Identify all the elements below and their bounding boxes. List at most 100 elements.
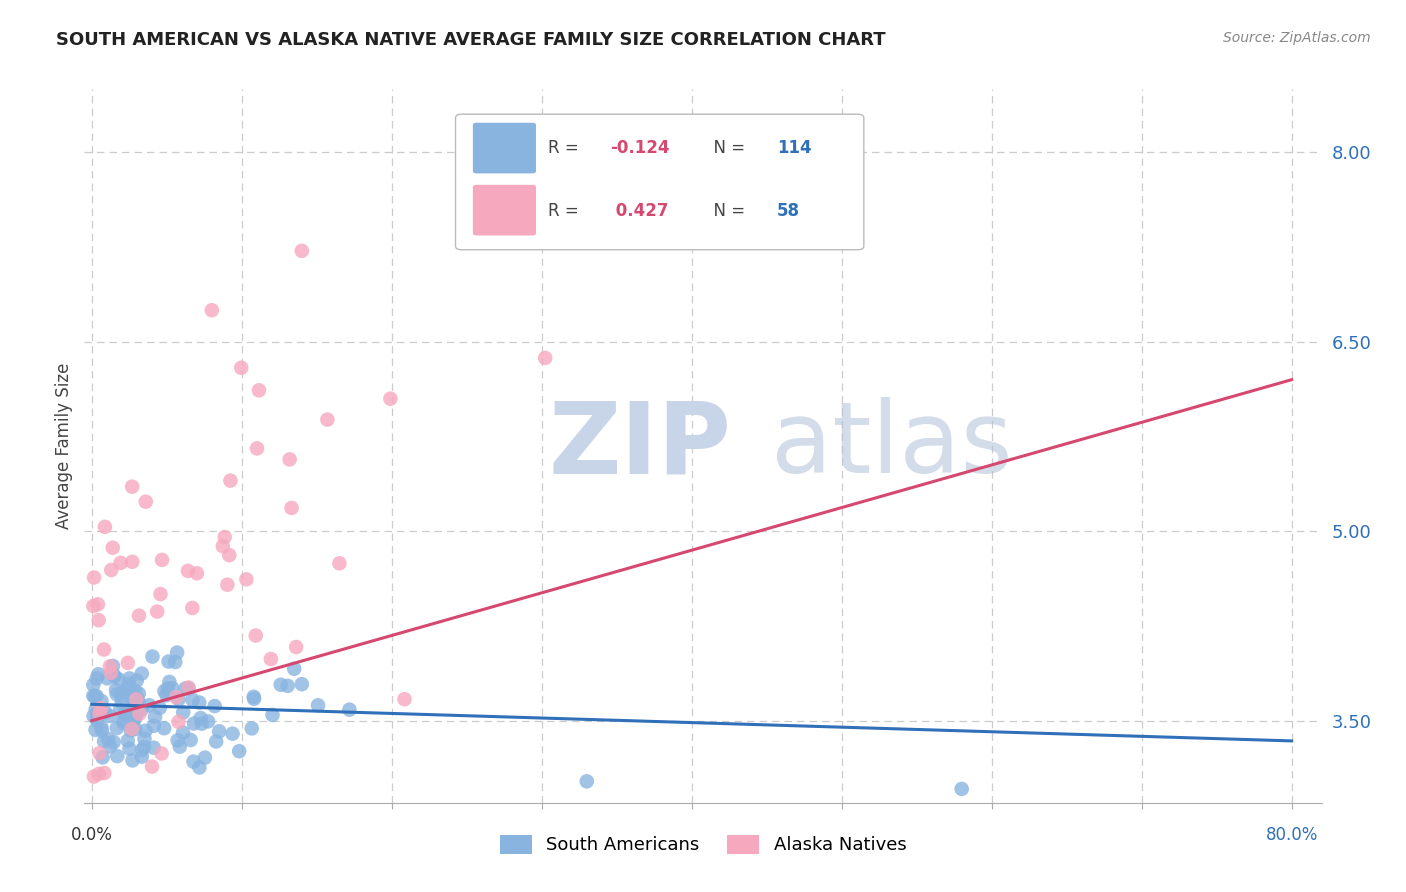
Alaska Natives	[117, 656, 139, 670]
Text: 80.0%: 80.0%	[1265, 825, 1317, 844]
Alaska Natives	[247, 384, 270, 398]
South Americans	[283, 662, 305, 676]
Text: ZIP: ZIP	[548, 398, 731, 494]
South Americans	[122, 712, 145, 726]
South Americans	[98, 739, 121, 754]
South Americans	[339, 703, 361, 717]
Alaska Natives	[100, 666, 122, 681]
Alaska Natives	[291, 244, 314, 258]
South Americans	[103, 735, 125, 749]
Text: 114: 114	[778, 139, 811, 157]
South Americans	[262, 707, 284, 722]
South Americans	[118, 707, 141, 722]
South Americans	[134, 731, 156, 746]
Alaska Natives	[90, 701, 112, 715]
South Americans	[110, 702, 132, 716]
South Americans	[132, 740, 155, 755]
Alaska Natives	[89, 746, 111, 760]
Alaska Natives	[214, 530, 236, 544]
Text: N =: N =	[703, 139, 751, 157]
Alaska Natives	[149, 587, 172, 601]
South Americans	[221, 726, 243, 740]
South Americans	[118, 741, 141, 756]
South Americans	[96, 672, 118, 686]
South Americans	[90, 720, 112, 734]
Alaska Natives	[380, 392, 402, 406]
FancyBboxPatch shape	[472, 123, 536, 173]
South Americans	[124, 690, 146, 704]
South Americans	[172, 706, 194, 720]
Alaska Natives	[280, 500, 302, 515]
South Americans	[107, 672, 129, 686]
Alaska Natives	[121, 555, 143, 569]
South Americans	[112, 706, 135, 721]
South Americans	[204, 699, 226, 714]
South Americans	[83, 690, 105, 704]
Alaska Natives	[186, 566, 208, 581]
South Americans	[243, 691, 266, 706]
Alaska Natives	[83, 570, 105, 584]
Text: SOUTH AMERICAN VS ALASKA NATIVE AVERAGE FAMILY SIZE CORRELATION CHART: SOUTH AMERICAN VS ALASKA NATIVE AVERAGE …	[56, 31, 886, 49]
South Americans	[122, 694, 145, 708]
South Americans	[197, 714, 219, 729]
South Americans	[84, 702, 107, 716]
South Americans	[121, 694, 143, 708]
South Americans	[174, 681, 197, 696]
Alaska Natives	[141, 759, 163, 773]
Alaska Natives	[128, 608, 150, 623]
South Americans	[180, 733, 202, 747]
South Americans	[83, 709, 105, 723]
Alaska Natives	[94, 520, 117, 534]
Alaska Natives	[83, 822, 105, 837]
South Americans	[112, 716, 135, 731]
South Americans	[117, 733, 139, 747]
Alaska Natives	[83, 770, 105, 784]
Alaska Natives	[89, 706, 111, 721]
South Americans	[181, 693, 204, 707]
South Americans	[104, 669, 127, 683]
South Americans	[110, 689, 132, 703]
South Americans	[172, 725, 194, 739]
South Americans	[155, 688, 177, 702]
South Americans	[228, 744, 250, 758]
FancyBboxPatch shape	[456, 114, 863, 250]
South Americans	[86, 672, 108, 686]
South Americans	[291, 677, 314, 691]
Alaska Natives	[82, 599, 104, 613]
Text: Source: ZipAtlas.com: Source: ZipAtlas.com	[1223, 31, 1371, 45]
Alaska Natives	[121, 722, 143, 736]
Alaska Natives	[285, 640, 308, 654]
South Americans	[90, 723, 112, 738]
South Americans	[143, 710, 166, 724]
South Americans	[124, 722, 146, 736]
Text: -0.124: -0.124	[610, 139, 669, 157]
South Americans	[149, 701, 172, 715]
South Americans	[153, 721, 176, 735]
South Americans	[157, 674, 180, 689]
Alaska Natives	[245, 628, 267, 642]
South Americans	[135, 723, 157, 738]
Alaska Natives	[217, 577, 239, 591]
South Americans	[156, 681, 179, 696]
South Americans	[98, 709, 121, 723]
South Americans	[124, 710, 146, 724]
Alaska Natives	[231, 360, 253, 375]
South Americans	[950, 781, 973, 796]
South Americans	[575, 774, 598, 789]
Alaska Natives	[218, 548, 240, 562]
South Americans	[166, 733, 188, 747]
Alaska Natives	[87, 597, 110, 611]
South Americans	[138, 698, 160, 713]
Alaska Natives	[93, 766, 115, 780]
South Americans	[105, 749, 128, 764]
Alaska Natives	[211, 539, 233, 553]
South Americans	[131, 743, 153, 757]
South Americans	[166, 646, 188, 660]
South Americans	[86, 689, 108, 703]
South Americans	[270, 678, 292, 692]
Alaska Natives	[138, 805, 160, 819]
South Americans	[127, 692, 149, 706]
South Americans	[124, 683, 146, 698]
Text: 0.0%: 0.0%	[70, 825, 112, 844]
Alaska Natives	[278, 452, 301, 467]
